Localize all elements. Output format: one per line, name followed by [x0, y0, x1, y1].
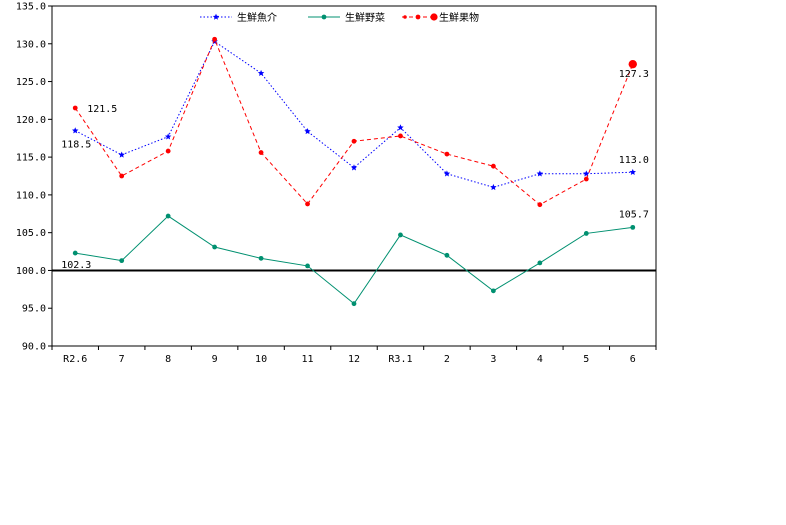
data-point [490, 288, 496, 294]
data-label: 113.0 [619, 155, 649, 166]
y-tick-label: 105.0 [16, 228, 46, 239]
series-2 [72, 213, 636, 307]
y-tick-label: 120.0 [16, 115, 46, 126]
legend-marker [430, 13, 438, 21]
data-point [537, 202, 543, 208]
data-point [119, 173, 125, 179]
data-point [583, 231, 589, 236]
data-point [164, 133, 172, 140]
y-tick-label: 125.0 [16, 77, 46, 88]
data-point [444, 252, 450, 258]
data-point [398, 133, 403, 139]
y-tick-label: 135.0 [16, 2, 46, 13]
data-point [212, 36, 218, 42]
y-tick-label: 110.0 [16, 190, 46, 201]
y-tick-label: 90.0 [22, 342, 46, 353]
x-tick-label: 7 [119, 354, 125, 365]
legend-item-1: 生鮮魚介 [200, 11, 277, 24]
legend-item-3: 生鮮果物 [402, 11, 479, 24]
x-tick-label: 2 [444, 354, 450, 365]
legend-label: 生鮮果物 [439, 11, 479, 24]
data-point [350, 164, 358, 171]
data-point [304, 128, 311, 135]
data-labels: 118.5 121.5 102.3 127.3 113.0 105.7 [61, 69, 649, 271]
x-tick-label: 10 [255, 354, 267, 365]
data-point [583, 170, 590, 177]
data-point [583, 176, 589, 182]
y-tick-label: 115.0 [16, 153, 46, 164]
data-point [72, 105, 78, 111]
data-point [398, 232, 403, 238]
data-point [258, 255, 264, 261]
data-point [257, 69, 265, 76]
data-point [443, 170, 451, 177]
data-point [444, 151, 450, 157]
x-tick-label: R3.1 [388, 354, 412, 365]
data-point [118, 151, 125, 158]
legend-label: 生鮮魚介 [237, 11, 277, 24]
y-tick-label: 95.0 [22, 304, 46, 315]
data-point [321, 14, 327, 20]
data-point [397, 124, 404, 131]
series-3 [72, 36, 637, 208]
data-point [628, 59, 637, 69]
x-tick-label: 9 [212, 354, 218, 365]
y-tick-label: 100.0 [16, 266, 46, 277]
data-point [305, 201, 310, 207]
data-point [119, 258, 125, 264]
legend-marker [415, 14, 421, 20]
data-point [351, 138, 357, 144]
data-point [490, 183, 497, 191]
data-point [165, 213, 171, 219]
data-point [630, 224, 636, 230]
data-point [351, 301, 357, 307]
data-point [212, 244, 218, 250]
x-tick-label: 3 [490, 354, 496, 365]
legend-label: 生鮮野菜 [345, 11, 385, 24]
x-tick-label: R2.6 [63, 354, 87, 365]
legend: 生鮮魚介 生鮮野菜 生鮮果物 [200, 11, 479, 24]
x-tick-label: 6 [630, 354, 636, 365]
data-point [72, 250, 78, 256]
data-point [72, 127, 79, 134]
data-point [165, 148, 171, 154]
legend-marker [403, 15, 407, 19]
x-tick-label: 11 [302, 354, 314, 365]
data-point [258, 150, 264, 155]
legend-item-2: 生鮮野菜 [308, 11, 385, 24]
data-label: 105.7 [619, 209, 649, 220]
data-point [212, 13, 220, 20]
data-label: 102.3 [61, 260, 91, 271]
x-tick-label: 5 [583, 354, 589, 365]
x-tick-label: 12 [348, 354, 360, 365]
x-tick-label: 4 [537, 354, 543, 365]
y-axis: 90.0 95.0 100.0 105.0 110.0 115.0 120.0 125.0 13… [16, 2, 52, 353]
plot-area [51, 5, 657, 347]
x-tick-label: 8 [165, 354, 171, 365]
data-point [537, 260, 543, 266]
data-label: 127.3 [619, 69, 649, 80]
data-label: 118.5 [61, 140, 91, 151]
data-point [490, 163, 496, 169]
y-tick-label: 130.0 [16, 39, 46, 50]
x-axis: R2.6 7 8 9 10 11 12 R3.1 2 3 4 5 6 [51, 346, 657, 365]
data-point [305, 263, 310, 269]
data-point [629, 168, 636, 175]
data-label: 121.5 [87, 104, 117, 115]
data-point [536, 170, 544, 177]
series-layer [72, 36, 637, 307]
